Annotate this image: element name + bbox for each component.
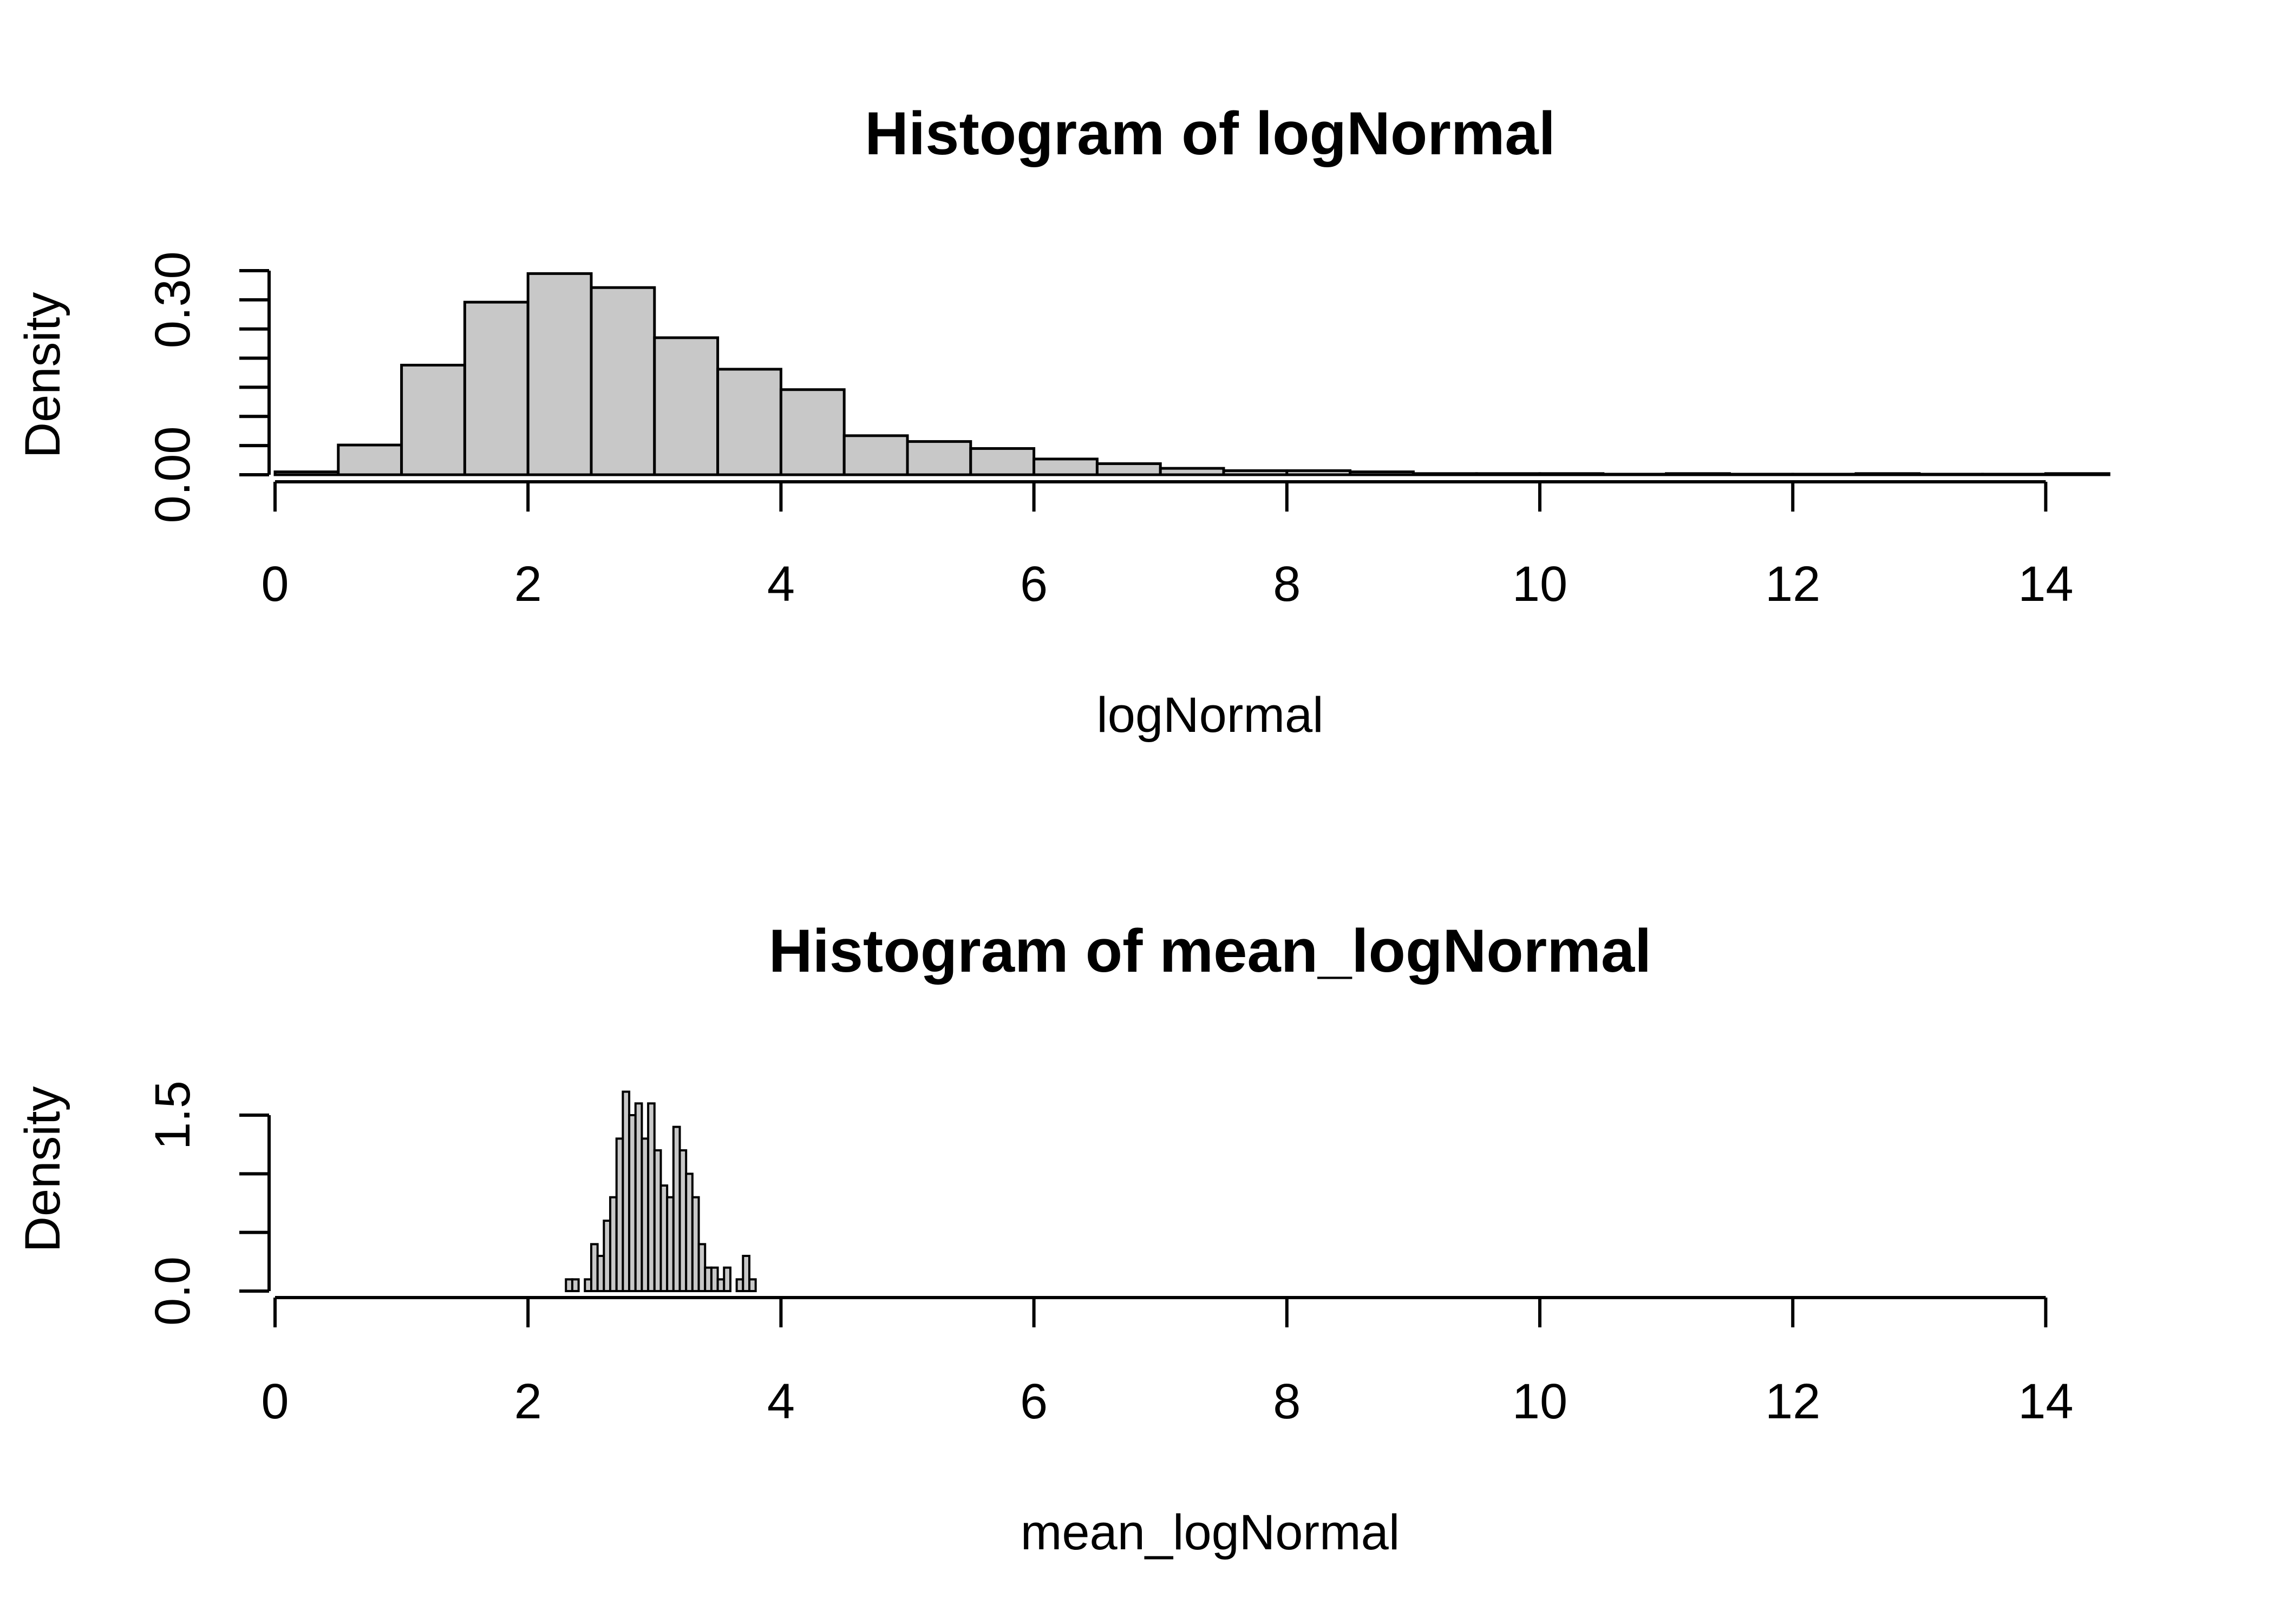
x-axis-label: mean_logNormal: [1021, 1505, 1400, 1560]
histogram-bar: [1918, 473, 1984, 476]
histogram-bar: [742, 1255, 750, 1292]
histogram-bar: [526, 272, 593, 476]
x-tick-label: 8: [1273, 556, 1301, 612]
x-tick-label: 14: [2018, 1374, 2073, 1429]
x-tick-label: 2: [514, 1374, 542, 1429]
histogram-bar: [716, 368, 782, 476]
x-tick-label: 6: [1020, 556, 1048, 612]
x-tick-label: 0: [261, 1374, 289, 1429]
x-axis: 0 2 4 6 8 10 12 14: [261, 480, 2074, 612]
histogram-bar: [571, 1278, 580, 1292]
histogram-bar: [463, 300, 530, 476]
histogram-bar: [1602, 473, 1668, 476]
x-tick-label: 10: [1512, 556, 1567, 612]
bars: [273, 272, 2110, 476]
histogram-bar: [1095, 462, 1162, 476]
histogram-bar: [906, 440, 972, 476]
histogram-bar: [1349, 470, 1415, 476]
y-axis: 0.0 1.5: [145, 1081, 271, 1326]
histogram-bar: [1222, 469, 1289, 476]
histogram-bar: [1854, 472, 1921, 476]
x-tick-label: 2: [514, 556, 542, 612]
histogram-bar: [653, 336, 720, 476]
histogram-bar: [400, 363, 466, 476]
y-tick-label: 0.0: [145, 1256, 200, 1326]
histogram-bar: [2044, 472, 2110, 476]
x-tick-label: 10: [1512, 1374, 1567, 1429]
histogram-lognormal-panel: Histogram of logNormal Density logNormal…: [15, 100, 2110, 743]
histogram-bar: [273, 470, 340, 476]
y-tick-label: 0.00: [145, 426, 200, 523]
histogram-bar: [1981, 473, 2047, 476]
y-tick-label: 0.30: [145, 251, 200, 348]
histogram-bar: [1728, 473, 1794, 476]
chart-title: Histogram of mean_logNormal: [769, 917, 1652, 985]
histogram-bar: [969, 447, 1036, 476]
histogram-bar: [1475, 472, 1541, 476]
histogram-bar: [842, 434, 909, 476]
histogram-bar: [1412, 472, 1478, 476]
chart-title: Histogram of logNormal: [865, 100, 1556, 167]
x-axis: 0 2 4 6 8 10 12 14: [261, 1296, 2074, 1429]
histogram-mean-lognormal-panel: Histogram of mean_logNormal Density mean…: [15, 917, 2074, 1560]
y-axis: 0.00 0.30: [145, 251, 271, 523]
x-tick-label: 12: [1765, 556, 1820, 612]
histogram-bar: [1538, 472, 1605, 476]
histogram-bar: [1159, 467, 1225, 476]
x-tick-label: 12: [1765, 1374, 1820, 1429]
histogram-bar: [1285, 469, 1352, 476]
histogram-bar: [590, 286, 656, 476]
x-axis-label: logNormal: [1096, 687, 1323, 743]
histogram-bar: [1033, 457, 1099, 476]
y-tick-label: 1.5: [145, 1081, 200, 1150]
histogram-bar: [1665, 472, 1731, 476]
x-tick-label: 4: [767, 556, 795, 612]
histogram-bar: [723, 1266, 731, 1293]
x-tick-label: 4: [767, 1374, 795, 1429]
histogram-bar: [337, 443, 403, 476]
bars: [565, 1090, 757, 1293]
y-axis-label: Density: [15, 1086, 70, 1253]
histogram-bar: [779, 388, 846, 476]
x-tick-label: 14: [2018, 556, 2073, 612]
x-tick-label: 8: [1273, 1374, 1301, 1429]
x-tick-label: 6: [1020, 1374, 1048, 1429]
x-tick-label: 0: [261, 556, 289, 612]
histogram-bar: [748, 1278, 757, 1292]
histogram-bar: [1791, 473, 1858, 476]
y-axis-label: Density: [15, 292, 70, 459]
